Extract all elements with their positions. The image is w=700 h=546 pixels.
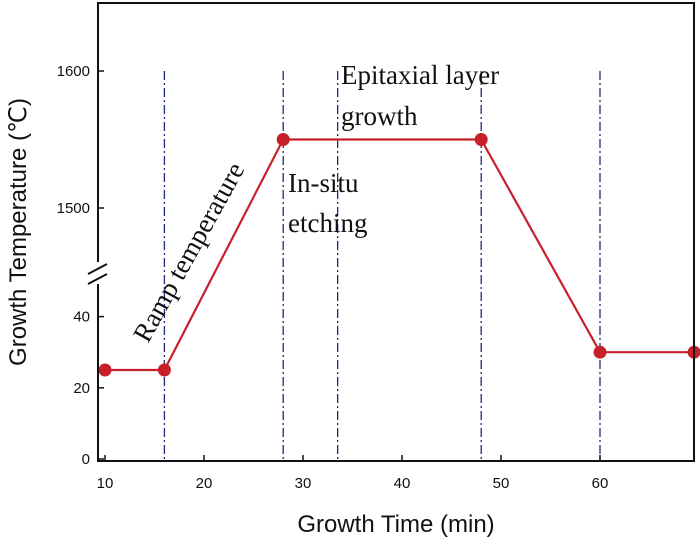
annotation-in-situ: In-situ xyxy=(288,168,359,198)
x-tick-label: 10 xyxy=(97,475,114,492)
x-tick-label: 60 xyxy=(592,475,609,492)
y-tick-label: 1500 xyxy=(57,200,90,217)
x-tick-label: 20 xyxy=(196,475,213,492)
data-point-1 xyxy=(157,363,171,377)
y-axis-title: Growth Temperature (℃) xyxy=(5,98,32,366)
x-tick-label: 40 xyxy=(394,475,411,492)
annotation-growth: growth xyxy=(341,101,418,131)
data-point-0 xyxy=(98,363,112,377)
annotation-ramp-temperature: Ramp temperature xyxy=(127,157,250,347)
data-point-3 xyxy=(474,133,488,146)
x-tick-label: 50 xyxy=(493,475,510,492)
data-point-2 xyxy=(276,133,290,146)
x-axis-title: Growth Time (min) xyxy=(297,511,494,538)
data-point-4 xyxy=(593,345,607,359)
annotation-epitaxial-layer: Epitaxial layer xyxy=(341,60,499,90)
plot-frame xyxy=(97,2,695,462)
series-layer xyxy=(98,133,700,377)
series-segment-3 xyxy=(480,138,601,353)
axis-ticks: 10 20 30 40 50 60 0 20 40 1500 1600 xyxy=(57,63,609,492)
axis-break-marker xyxy=(87,262,108,285)
y-tick-label: 1600 xyxy=(57,63,90,80)
y-tick-label: 20 xyxy=(73,380,90,397)
x-tick-label: 30 xyxy=(295,475,312,492)
y-tick-label: 40 xyxy=(73,309,90,326)
series-segment-1 xyxy=(163,138,285,371)
annotation-etching: etching xyxy=(288,208,367,238)
y-tick-label: 0 xyxy=(82,451,90,468)
